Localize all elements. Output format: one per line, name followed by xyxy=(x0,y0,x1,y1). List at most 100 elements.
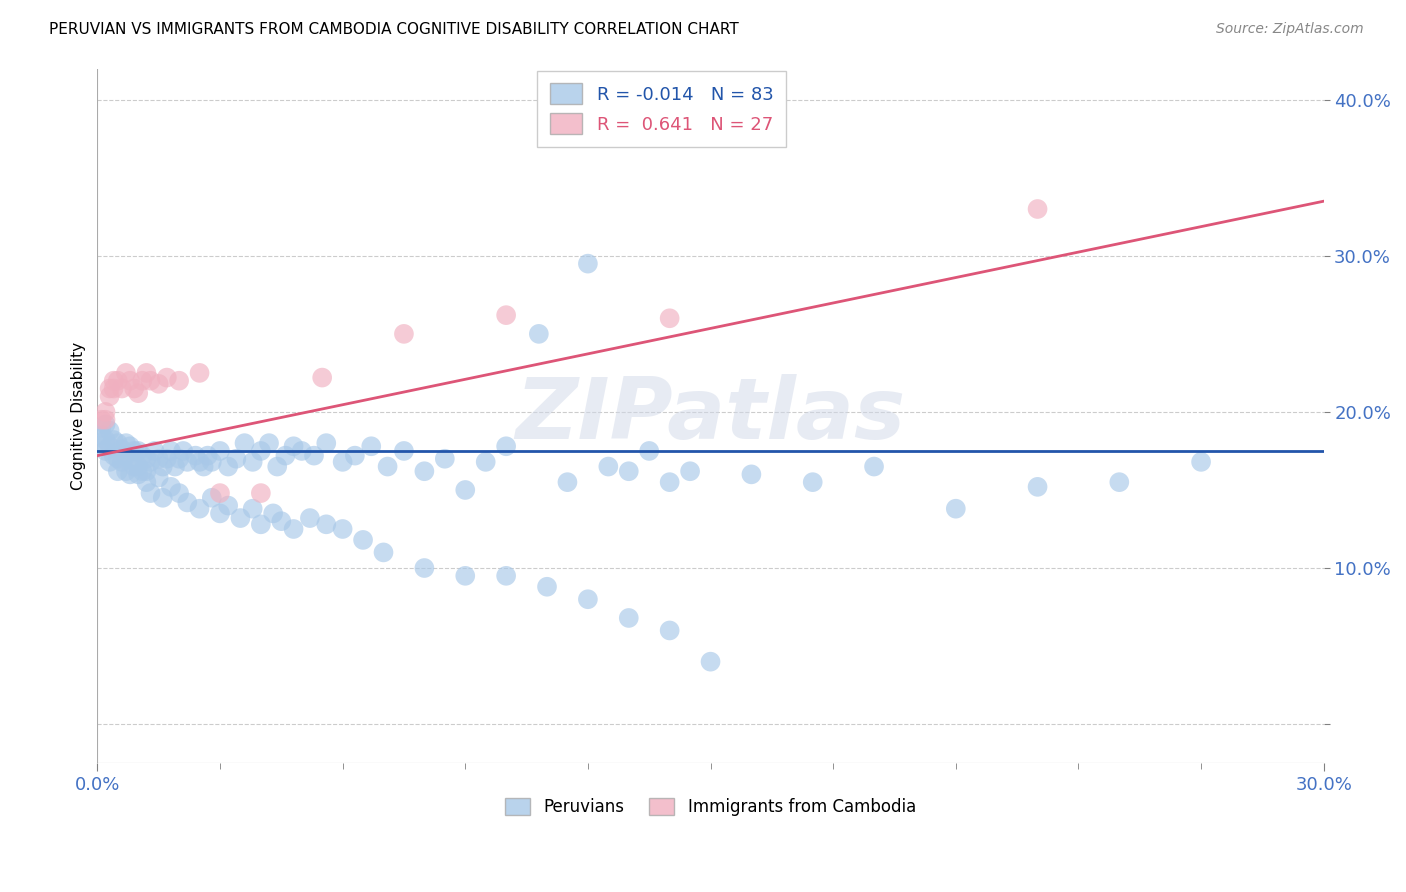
Point xyxy=(167,374,190,388)
Point xyxy=(257,436,280,450)
Point xyxy=(311,370,333,384)
Point xyxy=(250,486,273,500)
Point xyxy=(103,449,125,463)
Point xyxy=(103,374,125,388)
Point xyxy=(107,374,129,388)
Point xyxy=(242,501,264,516)
Point xyxy=(135,451,157,466)
Point xyxy=(176,455,198,469)
Point xyxy=(115,366,138,380)
Point xyxy=(176,495,198,509)
Point xyxy=(392,326,415,341)
Point xyxy=(413,464,436,478)
Text: Source: ZipAtlas.com: Source: ZipAtlas.com xyxy=(1216,22,1364,37)
Point xyxy=(454,483,477,497)
Point xyxy=(332,522,354,536)
Point xyxy=(152,459,174,474)
Point xyxy=(143,444,166,458)
Point xyxy=(298,511,321,525)
Point xyxy=(90,439,112,453)
Point xyxy=(343,449,366,463)
Point xyxy=(242,455,264,469)
Point xyxy=(291,444,314,458)
Y-axis label: Cognitive Disability: Cognitive Disability xyxy=(72,342,86,490)
Point xyxy=(118,439,141,453)
Point xyxy=(699,655,721,669)
Point xyxy=(302,449,325,463)
Point xyxy=(270,514,292,528)
Point xyxy=(94,405,117,419)
Point xyxy=(163,459,186,474)
Point xyxy=(122,382,145,396)
Point xyxy=(658,475,681,490)
Point xyxy=(433,451,456,466)
Point xyxy=(115,449,138,463)
Point xyxy=(454,569,477,583)
Point xyxy=(127,459,149,474)
Point xyxy=(576,592,599,607)
Point xyxy=(94,417,117,432)
Point xyxy=(148,376,170,391)
Point xyxy=(638,444,661,458)
Point xyxy=(94,444,117,458)
Point xyxy=(1189,455,1212,469)
Point xyxy=(156,451,179,466)
Point xyxy=(139,486,162,500)
Point xyxy=(131,464,153,478)
Point xyxy=(658,624,681,638)
Point xyxy=(283,522,305,536)
Point xyxy=(197,449,219,463)
Point xyxy=(474,455,496,469)
Point xyxy=(1026,480,1049,494)
Point xyxy=(217,459,239,474)
Point xyxy=(377,459,399,474)
Text: ZIPatlas: ZIPatlas xyxy=(516,375,905,458)
Point xyxy=(945,501,967,516)
Point xyxy=(115,436,138,450)
Point xyxy=(148,451,170,466)
Point xyxy=(315,436,337,450)
Point xyxy=(266,459,288,474)
Point xyxy=(1026,202,1049,216)
Point xyxy=(217,499,239,513)
Point xyxy=(103,382,125,396)
Point xyxy=(139,455,162,469)
Point xyxy=(111,442,134,457)
Point xyxy=(98,424,121,438)
Point xyxy=(118,374,141,388)
Point xyxy=(107,436,129,450)
Point xyxy=(740,467,762,482)
Point xyxy=(156,370,179,384)
Point xyxy=(208,486,231,500)
Point xyxy=(201,455,224,469)
Point xyxy=(208,507,231,521)
Point xyxy=(250,517,273,532)
Point xyxy=(863,459,886,474)
Point xyxy=(801,475,824,490)
Point xyxy=(188,501,211,516)
Point xyxy=(152,491,174,505)
Point xyxy=(233,436,256,450)
Point xyxy=(148,470,170,484)
Text: PERUVIAN VS IMMIGRANTS FROM CAMBODIA COGNITIVE DISABILITY CORRELATION CHART: PERUVIAN VS IMMIGRANTS FROM CAMBODIA COG… xyxy=(49,22,740,37)
Point xyxy=(98,455,121,469)
Point xyxy=(90,428,112,442)
Point xyxy=(184,449,207,463)
Point xyxy=(103,433,125,447)
Point xyxy=(576,257,599,271)
Point xyxy=(167,486,190,500)
Point xyxy=(373,545,395,559)
Point xyxy=(360,439,382,453)
Point xyxy=(352,533,374,547)
Point xyxy=(90,413,112,427)
Point xyxy=(332,455,354,469)
Point xyxy=(118,467,141,482)
Point xyxy=(658,311,681,326)
Point xyxy=(229,511,252,525)
Point xyxy=(115,464,138,478)
Point xyxy=(122,444,145,458)
Point xyxy=(172,444,194,458)
Point xyxy=(413,561,436,575)
Point xyxy=(617,611,640,625)
Point xyxy=(262,507,284,521)
